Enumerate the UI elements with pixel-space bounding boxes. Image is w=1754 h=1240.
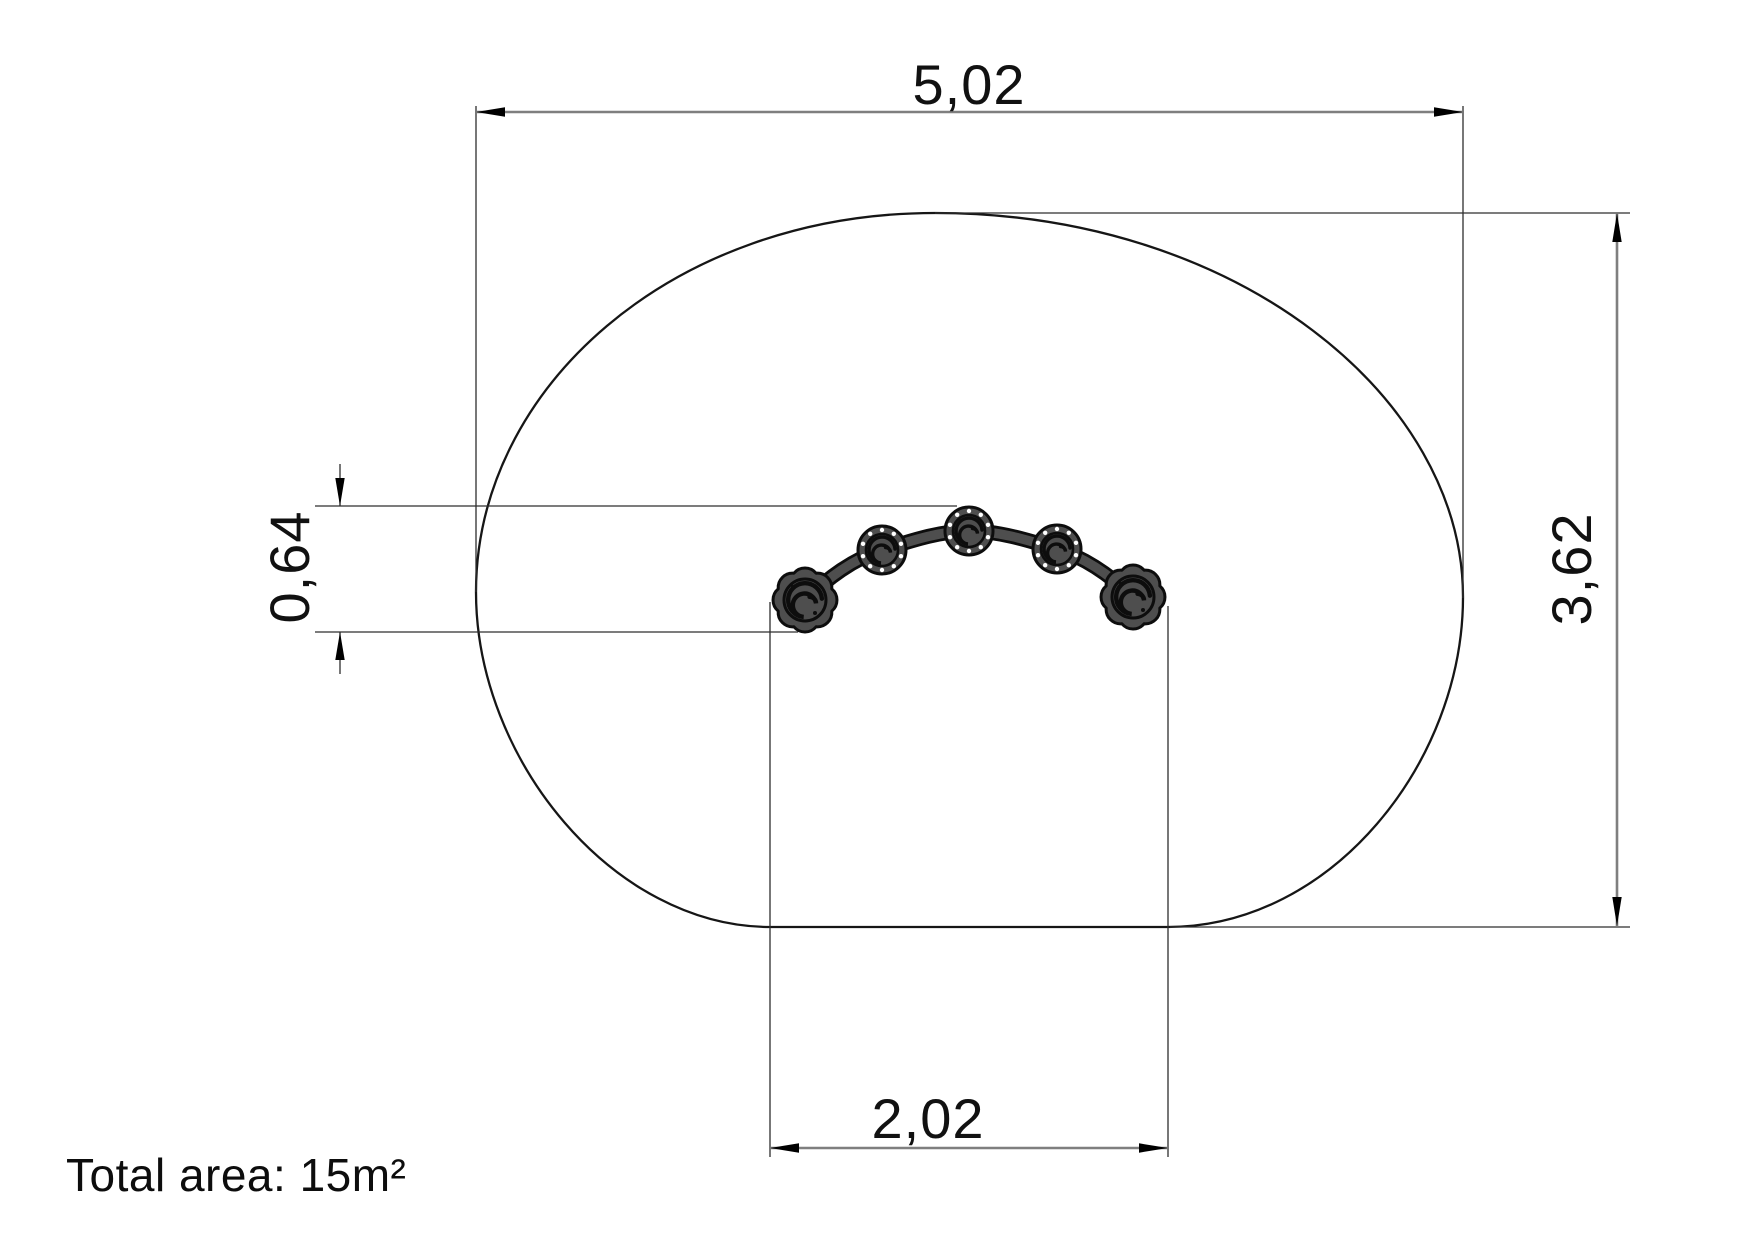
dimension-equipment-depth: 0,64 xyxy=(258,464,957,674)
stepper-chain xyxy=(773,507,1165,632)
round-stepper-2 xyxy=(945,507,993,555)
arrowhead-down-icon xyxy=(335,478,345,506)
dimension-equipment-width: 2,02 xyxy=(769,602,1169,1157)
flower-stepper-right xyxy=(1101,565,1165,629)
arrowhead-right-icon xyxy=(1434,107,1463,117)
dimension-overall-depth: 3,62 xyxy=(935,212,1630,928)
arrowhead-left-icon xyxy=(476,107,505,117)
total-area-label: Total area: 15m² xyxy=(66,1149,406,1201)
round-stepper-3 xyxy=(1033,525,1081,573)
flower-stepper-left xyxy=(773,568,837,632)
dimension-value-equipment-width: 2,02 xyxy=(872,1087,985,1150)
arrowhead-down-icon xyxy=(1612,897,1622,926)
round-stepper-1 xyxy=(858,526,906,574)
arrowhead-up-icon xyxy=(1612,213,1622,242)
dimension-value-overall-depth: 3,62 xyxy=(1540,513,1603,626)
arrowhead-up-icon xyxy=(335,632,345,660)
safety-zone-outline xyxy=(474,211,1465,929)
arrowhead-right-icon xyxy=(1139,1143,1168,1153)
dimension-value-equipment-depth: 0,64 xyxy=(258,511,321,624)
arrowhead-left-icon xyxy=(770,1143,799,1153)
dimension-overall-width: 5,02 xyxy=(475,53,1464,598)
dimension-value-overall-width: 5,02 xyxy=(913,53,1026,116)
